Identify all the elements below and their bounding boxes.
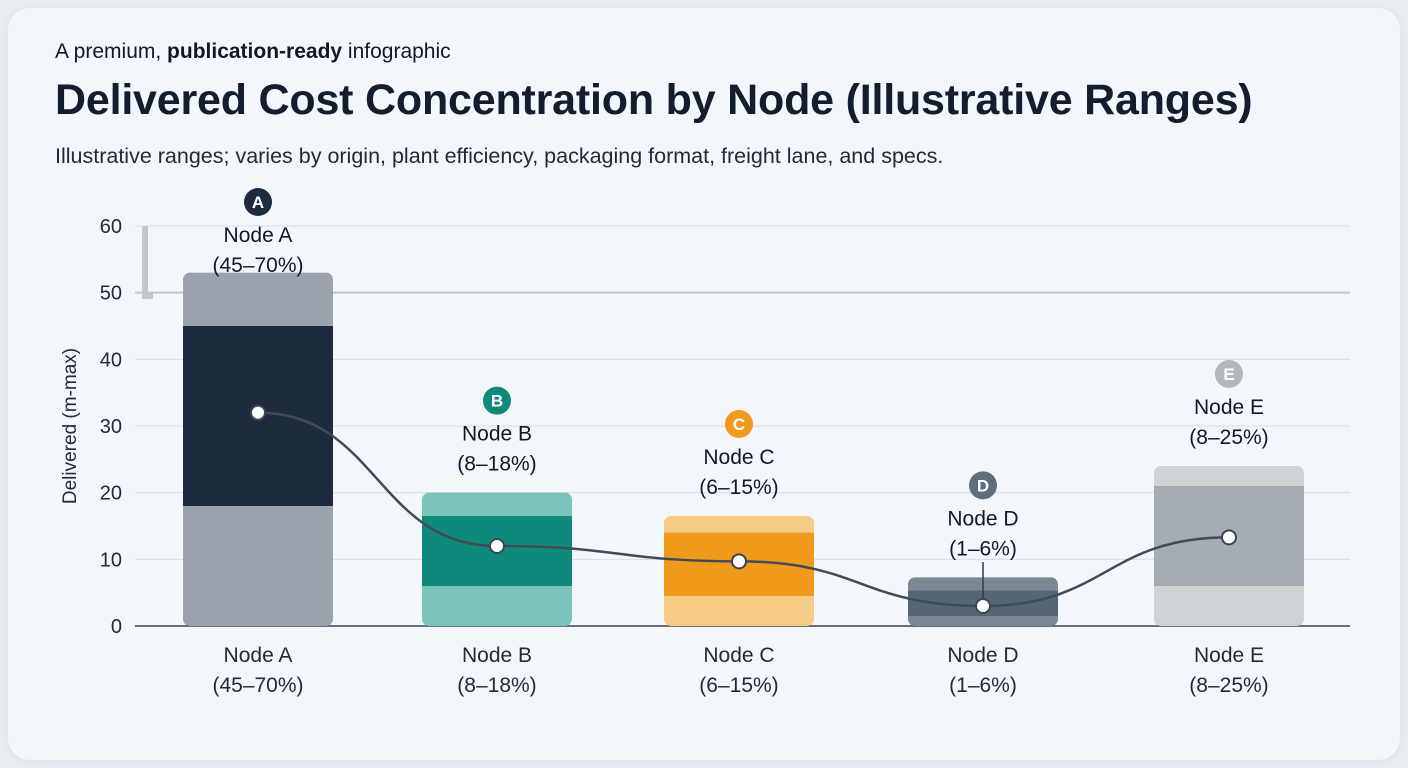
eyebrow-bold: publication-ready <box>167 40 343 63</box>
node-badge <box>969 471 997 500</box>
eyebrow-prefix: A premium, <box>55 40 168 63</box>
node-top-name: Node D <box>947 507 1018 530</box>
node-top-name: Node A <box>224 224 293 247</box>
y-tick-label: 0 <box>111 616 122 638</box>
eyebrow-suffix: infographic <box>342 40 451 63</box>
y-axis-label: Delivered (m-max) <box>60 348 81 504</box>
data-point <box>250 404 266 421</box>
x-tick-label: Node A <box>224 644 293 667</box>
x-tick-range-label: (6–15%) <box>699 674 778 697</box>
y-tick-label: 10 <box>100 549 122 571</box>
x-tick-label: Node E <box>1194 644 1264 667</box>
node-top-range: (8–25%) <box>1189 426 1268 449</box>
data-point <box>975 598 991 614</box>
chart-title: Delivered Cost Concentration by Node (Il… <box>55 76 1253 124</box>
node-badge-letter: C <box>733 415 745 434</box>
x-tick-label: Node C <box>703 644 774 667</box>
y-tick-label: 40 <box>100 349 122 371</box>
node-top-range: (45–70%) <box>212 254 303 277</box>
y-tick-label: 30 <box>100 416 122 438</box>
x-tick-label: Node D <box>947 644 1018 667</box>
node-badge <box>725 410 753 438</box>
node-badge-letter: E <box>1223 365 1234 384</box>
data-point <box>731 553 747 570</box>
x-tick-label: Node B <box>462 644 532 667</box>
node-badge-letter: B <box>491 392 503 411</box>
node-top-range: (8–18%) <box>457 453 536 476</box>
node-badge-letter: A <box>252 193 264 212</box>
data-point <box>1221 529 1237 546</box>
x-tick-range-label: (1–6%) <box>949 674 1017 697</box>
node-top-name: Node B <box>462 423 532 446</box>
y-tick-label: 50 <box>100 283 122 305</box>
y-tick-label: 20 <box>100 483 122 505</box>
y-tick-label: 60 <box>100 216 122 238</box>
x-tick-range-label: (8–18%) <box>457 674 536 697</box>
node-badge-letter: D <box>977 476 989 495</box>
data-point <box>489 538 505 554</box>
x-tick-range-label: (8–25%) <box>1189 674 1268 697</box>
eyebrow-text: A premium, publication-ready infographic <box>55 40 451 64</box>
node-badge <box>483 386 511 415</box>
node-top-range: (1–6%) <box>949 537 1017 560</box>
node-top-name: Node E <box>1194 396 1264 419</box>
node-badge <box>244 188 272 216</box>
x-tick-range-label: (45–70%) <box>212 674 303 697</box>
node-badge <box>1215 360 1243 388</box>
node-top-range: (6–15%) <box>699 476 778 499</box>
node-top-name: Node C <box>703 446 774 469</box>
axis-break-bracket <box>142 226 153 299</box>
chart-subtitle: Illustrative ranges; varies by origin, p… <box>55 144 944 168</box>
